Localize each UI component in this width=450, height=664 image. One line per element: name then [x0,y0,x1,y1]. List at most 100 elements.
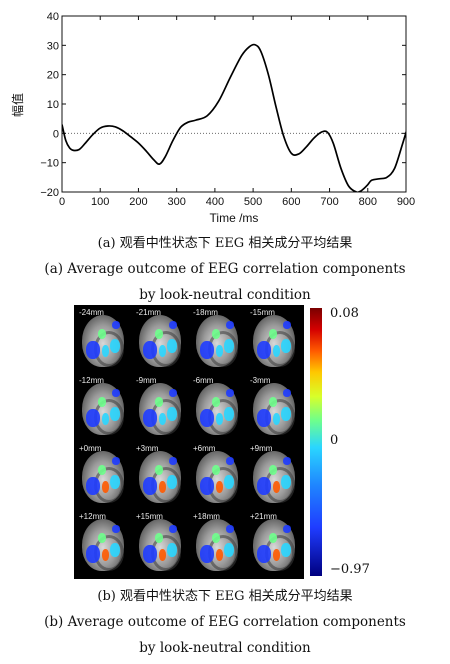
activation-overlay [273,413,280,425]
activation-overlay [143,545,157,563]
brain-slice: -21mm [133,307,187,371]
activation-overlay [167,543,177,557]
activation-overlay [281,475,291,489]
slice-depth-label: +18mm [193,512,220,521]
chart-ticks: 0 100 200 300 400 500 600 700 800 900 −20 −10 0 10 20 3… [40,11,415,208]
y-tick-label: −20 [40,187,59,199]
activation-overlay [167,339,177,353]
activation-overlay [86,409,100,427]
activation-overlay [281,339,291,353]
activation-overlay [283,525,291,533]
activation-overlay [155,465,163,475]
x-tick-label: 200 [129,196,147,208]
brain-slice: -24mm [76,307,130,371]
activation-overlay [269,397,277,407]
activation-overlay [110,475,120,489]
brain-slice-image [139,383,181,435]
colorbar [310,308,322,576]
x-tick-label: 100 [91,196,109,208]
colorbar-min-label: −0.97 [330,562,370,577]
activation-overlay [159,481,166,493]
activation-overlay [224,407,234,421]
activation-overlay [98,465,106,475]
activation-overlay [169,321,177,329]
activation-overlay [86,477,100,495]
brain-slice-image [196,383,238,435]
activation-overlay [224,339,234,353]
slice-depth-label: +9mm [250,444,273,453]
slice-depth-label: -3mm [250,376,271,385]
caption-b-english-line1: (b) Average outcome of EEG correlation c… [44,614,406,630]
y-tick-label: −10 [40,158,59,170]
erp-line-chart: 0 100 200 300 400 500 600 700 800 900 −20 −10 0 10 20 3… [10,11,415,225]
slice-depth-label: -9mm [136,376,157,385]
caption-a-english-line2: by look-neutral condition [139,287,311,303]
y-tick-label: 20 [47,70,59,82]
slice-depth-label: +21mm [250,512,277,521]
caption-a-chinese: (a) 观看中性状态下 EEG 相关成分平均结果 [97,236,353,251]
y-tick-label: 0 [53,128,59,140]
activation-overlay [226,389,234,397]
chart-series [62,43,406,192]
activation-overlay [257,341,271,359]
activation-overlay [216,345,223,357]
brain-slice-image [253,519,295,571]
activation-overlay [102,413,109,425]
activation-overlay [273,549,280,561]
activation-overlay [155,533,163,543]
brain-slice-image [253,315,295,367]
slice-depth-label: +6mm [193,444,216,453]
activation-overlay [112,389,120,397]
slice-depth-label: +3mm [136,444,159,453]
brain-slice: +18mm [190,511,244,575]
x-tick-label: 700 [320,196,338,208]
slice-depth-label: -24mm [79,308,104,317]
slice-depth-label: +0mm [79,444,102,453]
x-tick-label: 300 [167,196,185,208]
brain-slice: -18mm [190,307,244,371]
activation-overlay [102,549,109,561]
brain-slice: +6mm [190,443,244,507]
activation-overlay [224,543,234,557]
activation-overlay [86,545,100,563]
brain-slice-image [82,315,124,367]
slice-depth-label: -18mm [193,308,218,317]
brain-slice: -9mm [133,375,187,439]
activation-overlay [112,457,120,465]
activation-overlay [273,345,280,357]
activation-overlay [169,457,177,465]
activation-overlay [257,545,271,563]
x-tick-label: 400 [206,196,224,208]
x-tick-label: 800 [359,196,377,208]
activation-overlay [216,549,223,561]
caption-b-english-line2: by look-neutral condition [139,640,311,656]
y-tick-label: 40 [47,11,59,23]
activation-overlay [269,329,277,339]
activation-overlay [167,407,177,421]
activation-overlay [269,465,277,475]
activation-overlay [155,329,163,339]
slice-depth-label: +15mm [136,512,163,521]
activation-overlay [212,465,220,475]
activation-overlay [155,397,163,407]
activation-overlay [281,543,291,557]
slice-depth-label: -15mm [250,308,275,317]
activation-overlay [102,481,109,493]
activation-overlay [257,409,271,427]
erp-series-line [62,43,406,192]
brain-slice-image [139,451,181,503]
brain-slice-image [82,519,124,571]
activation-overlay [167,475,177,489]
slice-depth-label: -12mm [79,376,104,385]
activation-overlay [283,389,291,397]
brain-slice-image [82,451,124,503]
slice-depth-label: -6mm [193,376,214,385]
slice-depth-label: +12mm [79,512,106,521]
activation-overlay [200,341,214,359]
slice-depth-label: -21mm [136,308,161,317]
activation-overlay [273,481,280,493]
activation-overlay [102,345,109,357]
activation-overlay [159,413,166,425]
chart-axes [61,15,407,193]
x-tick-label: 0 [59,196,65,208]
